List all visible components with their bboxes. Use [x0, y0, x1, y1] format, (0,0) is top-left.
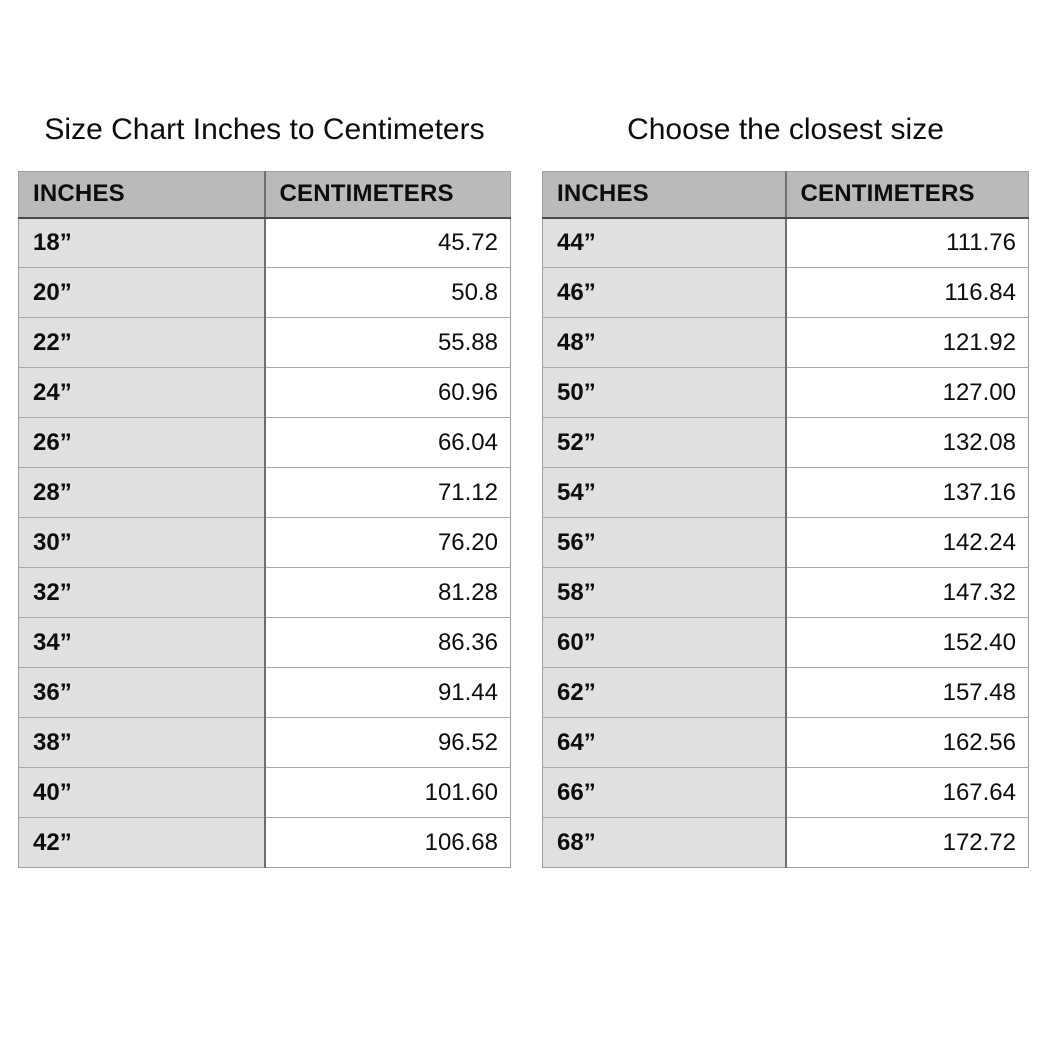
centimeters-cell: 81.28 — [264, 567, 511, 618]
table-row: 52” 132.08 — [542, 417, 1029, 468]
inches-cell: 52” — [542, 417, 787, 468]
column-header: INCHES — [542, 171, 787, 219]
centimeters-cell: 121.92 — [785, 317, 1029, 368]
inches-cell: 66” — [542, 767, 787, 818]
inches-cell: 56” — [542, 517, 787, 568]
table-row: 38” 96.52 — [18, 717, 511, 768]
centimeters-cell: 101.60 — [264, 767, 511, 818]
inches-cell: 48” — [542, 317, 787, 368]
column-header: CENTIMETERS — [264, 171, 511, 219]
inches-cell: 34” — [18, 617, 266, 668]
centimeters-cell: 45.72 — [264, 217, 511, 268]
centimeters-cell: 66.04 — [264, 417, 511, 468]
table-row: 30” 76.20 — [18, 517, 511, 568]
inches-cell: 64” — [542, 717, 787, 768]
inches-cell: 32” — [18, 567, 266, 618]
table-row: 22” 55.88 — [18, 317, 511, 368]
centimeters-cell: 86.36 — [264, 617, 511, 668]
table-row: 28” 71.12 — [18, 467, 511, 518]
centimeters-cell: 132.08 — [785, 417, 1029, 468]
table-row: 60” 152.40 — [542, 617, 1029, 668]
inches-cell: 20” — [18, 267, 266, 318]
inches-cell: 38” — [18, 717, 266, 768]
size-chart-panels: Size Chart Inches to Centimeters INCHES C… — [18, 110, 1029, 868]
table-row: 56” 142.24 — [542, 517, 1029, 568]
size-table-right: INCHES CENTIMETERS 44” 111.76 46” 116.84 48” 1… — [542, 171, 1029, 868]
inches-cell: 36” — [18, 667, 266, 718]
table-row: 48” 121.92 — [542, 317, 1029, 368]
centimeters-cell: 106.68 — [264, 817, 511, 868]
centimeters-cell: 76.20 — [264, 517, 511, 568]
inches-cell: 22” — [18, 317, 266, 368]
inches-cell: 40” — [18, 767, 266, 818]
table-row: 50” 127.00 — [542, 367, 1029, 418]
table-row: 64” 162.56 — [542, 717, 1029, 768]
centimeters-cell: 137.16 — [785, 467, 1029, 518]
inches-cell: 54” — [542, 467, 787, 518]
inches-cell: 28” — [18, 467, 266, 518]
table-row: 62” 157.48 — [542, 667, 1029, 718]
centimeters-cell: 116.84 — [785, 267, 1029, 318]
inches-cell: 68” — [542, 817, 787, 868]
right-table-title: Choose the closest size — [627, 113, 944, 146]
table-row: 24” 60.96 — [18, 367, 511, 418]
column-header: INCHES — [18, 171, 266, 219]
table-row: 44” 111.76 — [542, 217, 1029, 268]
table-body: 44” 111.76 46” 116.84 48” 121.92 50” 127.00 52” 1… — [542, 217, 1029, 868]
table-row: 42” 106.68 — [18, 817, 511, 868]
left-table-title: Size Chart Inches to Centimeters — [44, 113, 485, 146]
centimeters-cell: 71.12 — [264, 467, 511, 518]
centimeters-cell: 50.8 — [264, 267, 511, 318]
table-body: 18” 45.72 20” 50.8 22” 55.88 24” 60.96 26” 66.04 2… — [18, 217, 511, 868]
inches-cell: 18” — [18, 217, 266, 268]
centimeters-cell: 127.00 — [785, 367, 1029, 418]
centimeters-cell: 167.64 — [785, 767, 1029, 818]
inches-cell: 60” — [542, 617, 787, 668]
centimeters-cell: 96.52 — [264, 717, 511, 768]
table-row: 32” 81.28 — [18, 567, 511, 618]
table-row: 54” 137.16 — [542, 467, 1029, 518]
table-row: 18” 45.72 — [18, 217, 511, 268]
centimeters-cell: 157.48 — [785, 667, 1029, 718]
table-row: 68” 172.72 — [542, 817, 1029, 868]
inches-cell: 50” — [542, 367, 787, 418]
inches-cell: 46” — [542, 267, 787, 318]
panel-inches-to-cm: Size Chart Inches to Centimeters INCHES C… — [18, 110, 511, 868]
centimeters-cell: 91.44 — [264, 667, 511, 718]
table-row: 46” 116.84 — [542, 267, 1029, 318]
centimeters-cell: 152.40 — [785, 617, 1029, 668]
inches-cell: 42” — [18, 817, 266, 868]
column-header: CENTIMETERS — [785, 171, 1029, 219]
centimeters-cell: 111.76 — [785, 217, 1029, 268]
table-row: 20” 50.8 — [18, 267, 511, 318]
centimeters-cell: 162.56 — [785, 717, 1029, 768]
table-header: INCHES CENTIMETERS — [18, 171, 511, 219]
centimeters-cell: 60.96 — [264, 367, 511, 418]
inches-cell: 44” — [542, 217, 787, 268]
table-row: 34” 86.36 — [18, 617, 511, 668]
inches-cell: 62” — [542, 667, 787, 718]
panel-closest-size: Choose the closest size INCHES CENTIMETER… — [542, 110, 1029, 868]
table-row: 26” 66.04 — [18, 417, 511, 468]
inches-cell: 26” — [18, 417, 266, 468]
header-row: INCHES CENTIMETERS — [18, 171, 511, 219]
inches-cell: 58” — [542, 567, 787, 618]
size-table-left: INCHES CENTIMETERS 18” 45.72 20” 50.8 22” 55.8… — [18, 171, 511, 868]
table-row: 66” 167.64 — [542, 767, 1029, 818]
centimeters-cell: 55.88 — [264, 317, 511, 368]
table-header: INCHES CENTIMETERS — [542, 171, 1029, 219]
inches-cell: 30” — [18, 517, 266, 568]
centimeters-cell: 142.24 — [785, 517, 1029, 568]
table-row: 36” 91.44 — [18, 667, 511, 718]
inches-cell: 24” — [18, 367, 266, 418]
table-row: 58” 147.32 — [542, 567, 1029, 618]
table-row: 40” 101.60 — [18, 767, 511, 818]
header-row: INCHES CENTIMETERS — [542, 171, 1029, 219]
centimeters-cell: 147.32 — [785, 567, 1029, 618]
centimeters-cell: 172.72 — [785, 817, 1029, 868]
